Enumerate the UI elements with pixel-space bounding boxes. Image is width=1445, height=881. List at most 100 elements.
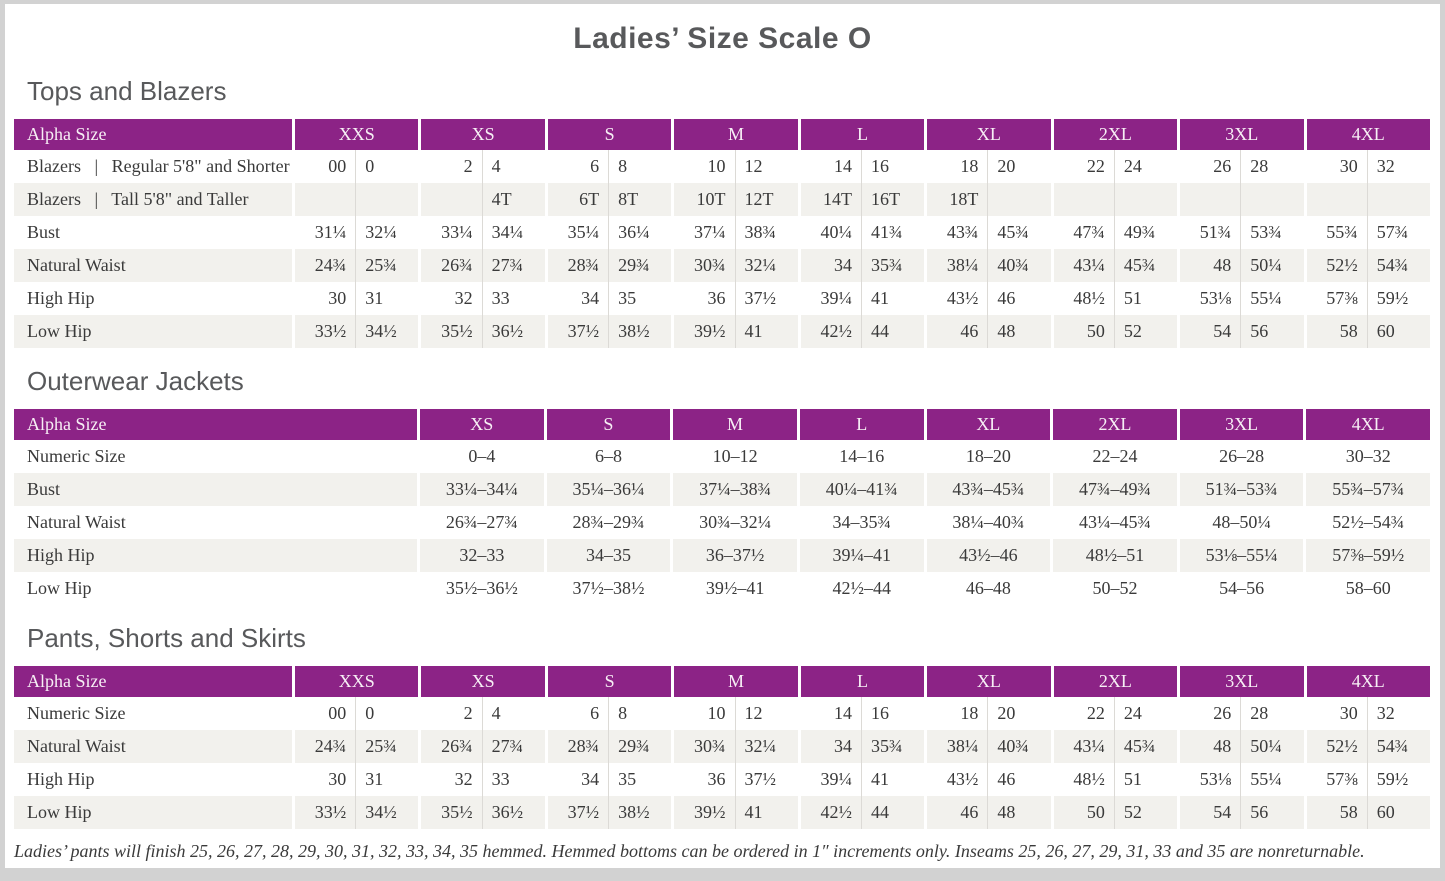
value-cell: 40¼–41¾: [796, 473, 924, 506]
value-cell: 37¼–38¾: [670, 473, 797, 506]
value-cell: 48: [1177, 730, 1241, 763]
value-cell: 54: [1177, 796, 1241, 829]
table-body: Blazers | Regular 5'8" and Shorter 00 0 2 4 6…: [14, 150, 1430, 348]
value-cell: 54¾: [1366, 730, 1430, 763]
value-cell: 0: [355, 697, 418, 730]
value-cell: 26¾: [418, 249, 482, 282]
value-cell: 52½–54¾: [1303, 506, 1430, 539]
value-cell: 43¼: [1050, 730, 1114, 763]
value-cell: 36: [671, 282, 734, 315]
value-cell: 30: [1303, 150, 1367, 183]
size-header-cell: 4XL: [1303, 119, 1430, 150]
table-row: Natural Waist 26¾–27¾ 28¾–29¾ 30¾–32¼ 34–35¾…: [14, 506, 1430, 539]
value-cell: 34¼: [481, 216, 545, 249]
value-cell: 30: [292, 763, 355, 796]
value-cell: 54–56: [1176, 572, 1304, 605]
value-cell: 32¼: [734, 249, 798, 282]
value-cell: 22: [1050, 697, 1114, 730]
value-cell: 38¾: [734, 216, 798, 249]
value-cell: 37½: [544, 315, 609, 348]
value-cell: 33¼–34¼: [417, 473, 544, 506]
value-cell: [1177, 183, 1241, 216]
row-label: Blazers | Tall 5'8" and Taller: [14, 183, 292, 216]
value-cell: 46: [987, 282, 1050, 315]
value-cell: 16: [860, 697, 924, 730]
size-header-cell: XXS: [292, 119, 419, 150]
value-cell: 16T: [860, 183, 925, 216]
value-cell: 57⅜: [1303, 282, 1367, 315]
value-cell: 35: [608, 763, 671, 796]
size-header-cell: 3XL: [1177, 666, 1304, 697]
value-cell: 2: [418, 697, 481, 730]
table-header: Alpha Size XXS XS S M L XL 2XL 3XL 4XL: [14, 666, 1430, 697]
value-cell: 60: [1366, 796, 1430, 829]
value-cell: 31: [355, 282, 418, 315]
alpha-size-header: Alpha Size: [14, 409, 417, 440]
size-header-cell: M: [671, 666, 798, 697]
value-cell: 25¾: [355, 249, 419, 282]
value-cell: 30–32: [1303, 440, 1430, 473]
value-cell: 30¾–32¼: [670, 506, 797, 539]
value-cell: [355, 183, 419, 216]
value-cell: 38½: [608, 796, 672, 829]
value-cell: 28¾: [544, 249, 609, 282]
size-header-cell: L: [797, 666, 925, 697]
section-heading: Pants, Shorts and Skirts: [27, 623, 306, 653]
value-cell: 50–52: [1050, 572, 1177, 605]
row-label: Natural Waist: [27, 512, 126, 532]
header-row: Alpha Size XXS XS S M L XL 2XL 3XL 4XL: [14, 119, 1430, 150]
value-cell: 50¼: [1240, 730, 1304, 763]
row-label: Blazers | Regular 5'8" and Shorter: [27, 156, 290, 176]
value-cell: 48: [987, 315, 1051, 348]
value-cell: 00: [292, 697, 355, 730]
value-cell: 54¾: [1366, 249, 1430, 282]
value-cell: 10–12: [670, 440, 797, 473]
size-header-cell: XL: [924, 119, 1051, 150]
value-cell: 39½: [671, 796, 735, 829]
value-cell: 24¾: [292, 249, 356, 282]
sections: Tops and Blazers Alpha Size XXS XS S M L XL 2XL 3…: [5, 74, 1440, 829]
value-cell: 30: [292, 282, 355, 315]
header-row: Alpha Size XS S M L XL 2XL 3XL 4XL: [14, 409, 1430, 440]
value-cell: 45¾: [1113, 730, 1178, 763]
value-cell: 55¼: [1240, 763, 1303, 796]
size-header-cell: XS: [418, 119, 545, 150]
document-page: Ladies’ Size Scale O Tops and Blazers Alp…: [5, 4, 1440, 868]
value-cell: 53⅛–55¼: [1176, 539, 1304, 572]
value-cell: 50¼: [1240, 249, 1304, 282]
value-cell: 0–4: [417, 440, 544, 473]
size-header-cell: XS: [418, 666, 545, 697]
value-cell: 39¼: [797, 282, 861, 315]
row-label: High Hip: [14, 539, 417, 572]
value-cell: 16: [860, 150, 924, 183]
size-header-cell: L: [796, 409, 924, 440]
value-cell: 46: [924, 315, 988, 348]
value-cell: 36½: [481, 796, 545, 829]
alpha-size-header: Alpha Size: [14, 666, 292, 697]
table-row: Bust 33¼–34¼ 35¼–36¼ 37¼–38¾ 40¼–41¾ 43¾–45¾ 4…: [14, 473, 1430, 506]
size-header-cell: XL: [923, 409, 1051, 440]
value-cell: 8: [608, 697, 671, 730]
value-cell: 34–35¾: [796, 506, 924, 539]
value-cell: 32¼: [355, 216, 418, 249]
value-cell: [418, 183, 482, 216]
value-cell: 53¾: [1240, 216, 1303, 249]
section-heading: Outerwear Jackets: [27, 366, 244, 396]
value-cell: 37½: [544, 796, 609, 829]
row-label: Numeric Size: [27, 703, 126, 723]
value-cell: 12T: [734, 183, 798, 216]
value-cell: 48½–51: [1050, 539, 1177, 572]
value-cell: 6–8: [543, 440, 671, 473]
value-cell: 35¾: [860, 249, 925, 282]
value-cell: 35¼: [544, 216, 608, 249]
value-cell: 43¾–45¾: [923, 473, 1051, 506]
value-cell: 43½: [924, 763, 987, 796]
table-row: Bust 31¼ 32¼ 33¼ 34¼ 35¼ 36¼ 37¼ 38¾ 40¼ 41¾ 43¾ 45¾…: [14, 216, 1430, 249]
value-cell: 33¼: [418, 216, 481, 249]
value-cell: 31¼: [292, 216, 355, 249]
value-cell: 36½: [481, 315, 545, 348]
value-cell: 41: [734, 315, 798, 348]
value-cell: 37½–38½: [543, 572, 671, 605]
value-cell: 35¾: [860, 730, 925, 763]
value-cell: 33: [481, 282, 545, 315]
